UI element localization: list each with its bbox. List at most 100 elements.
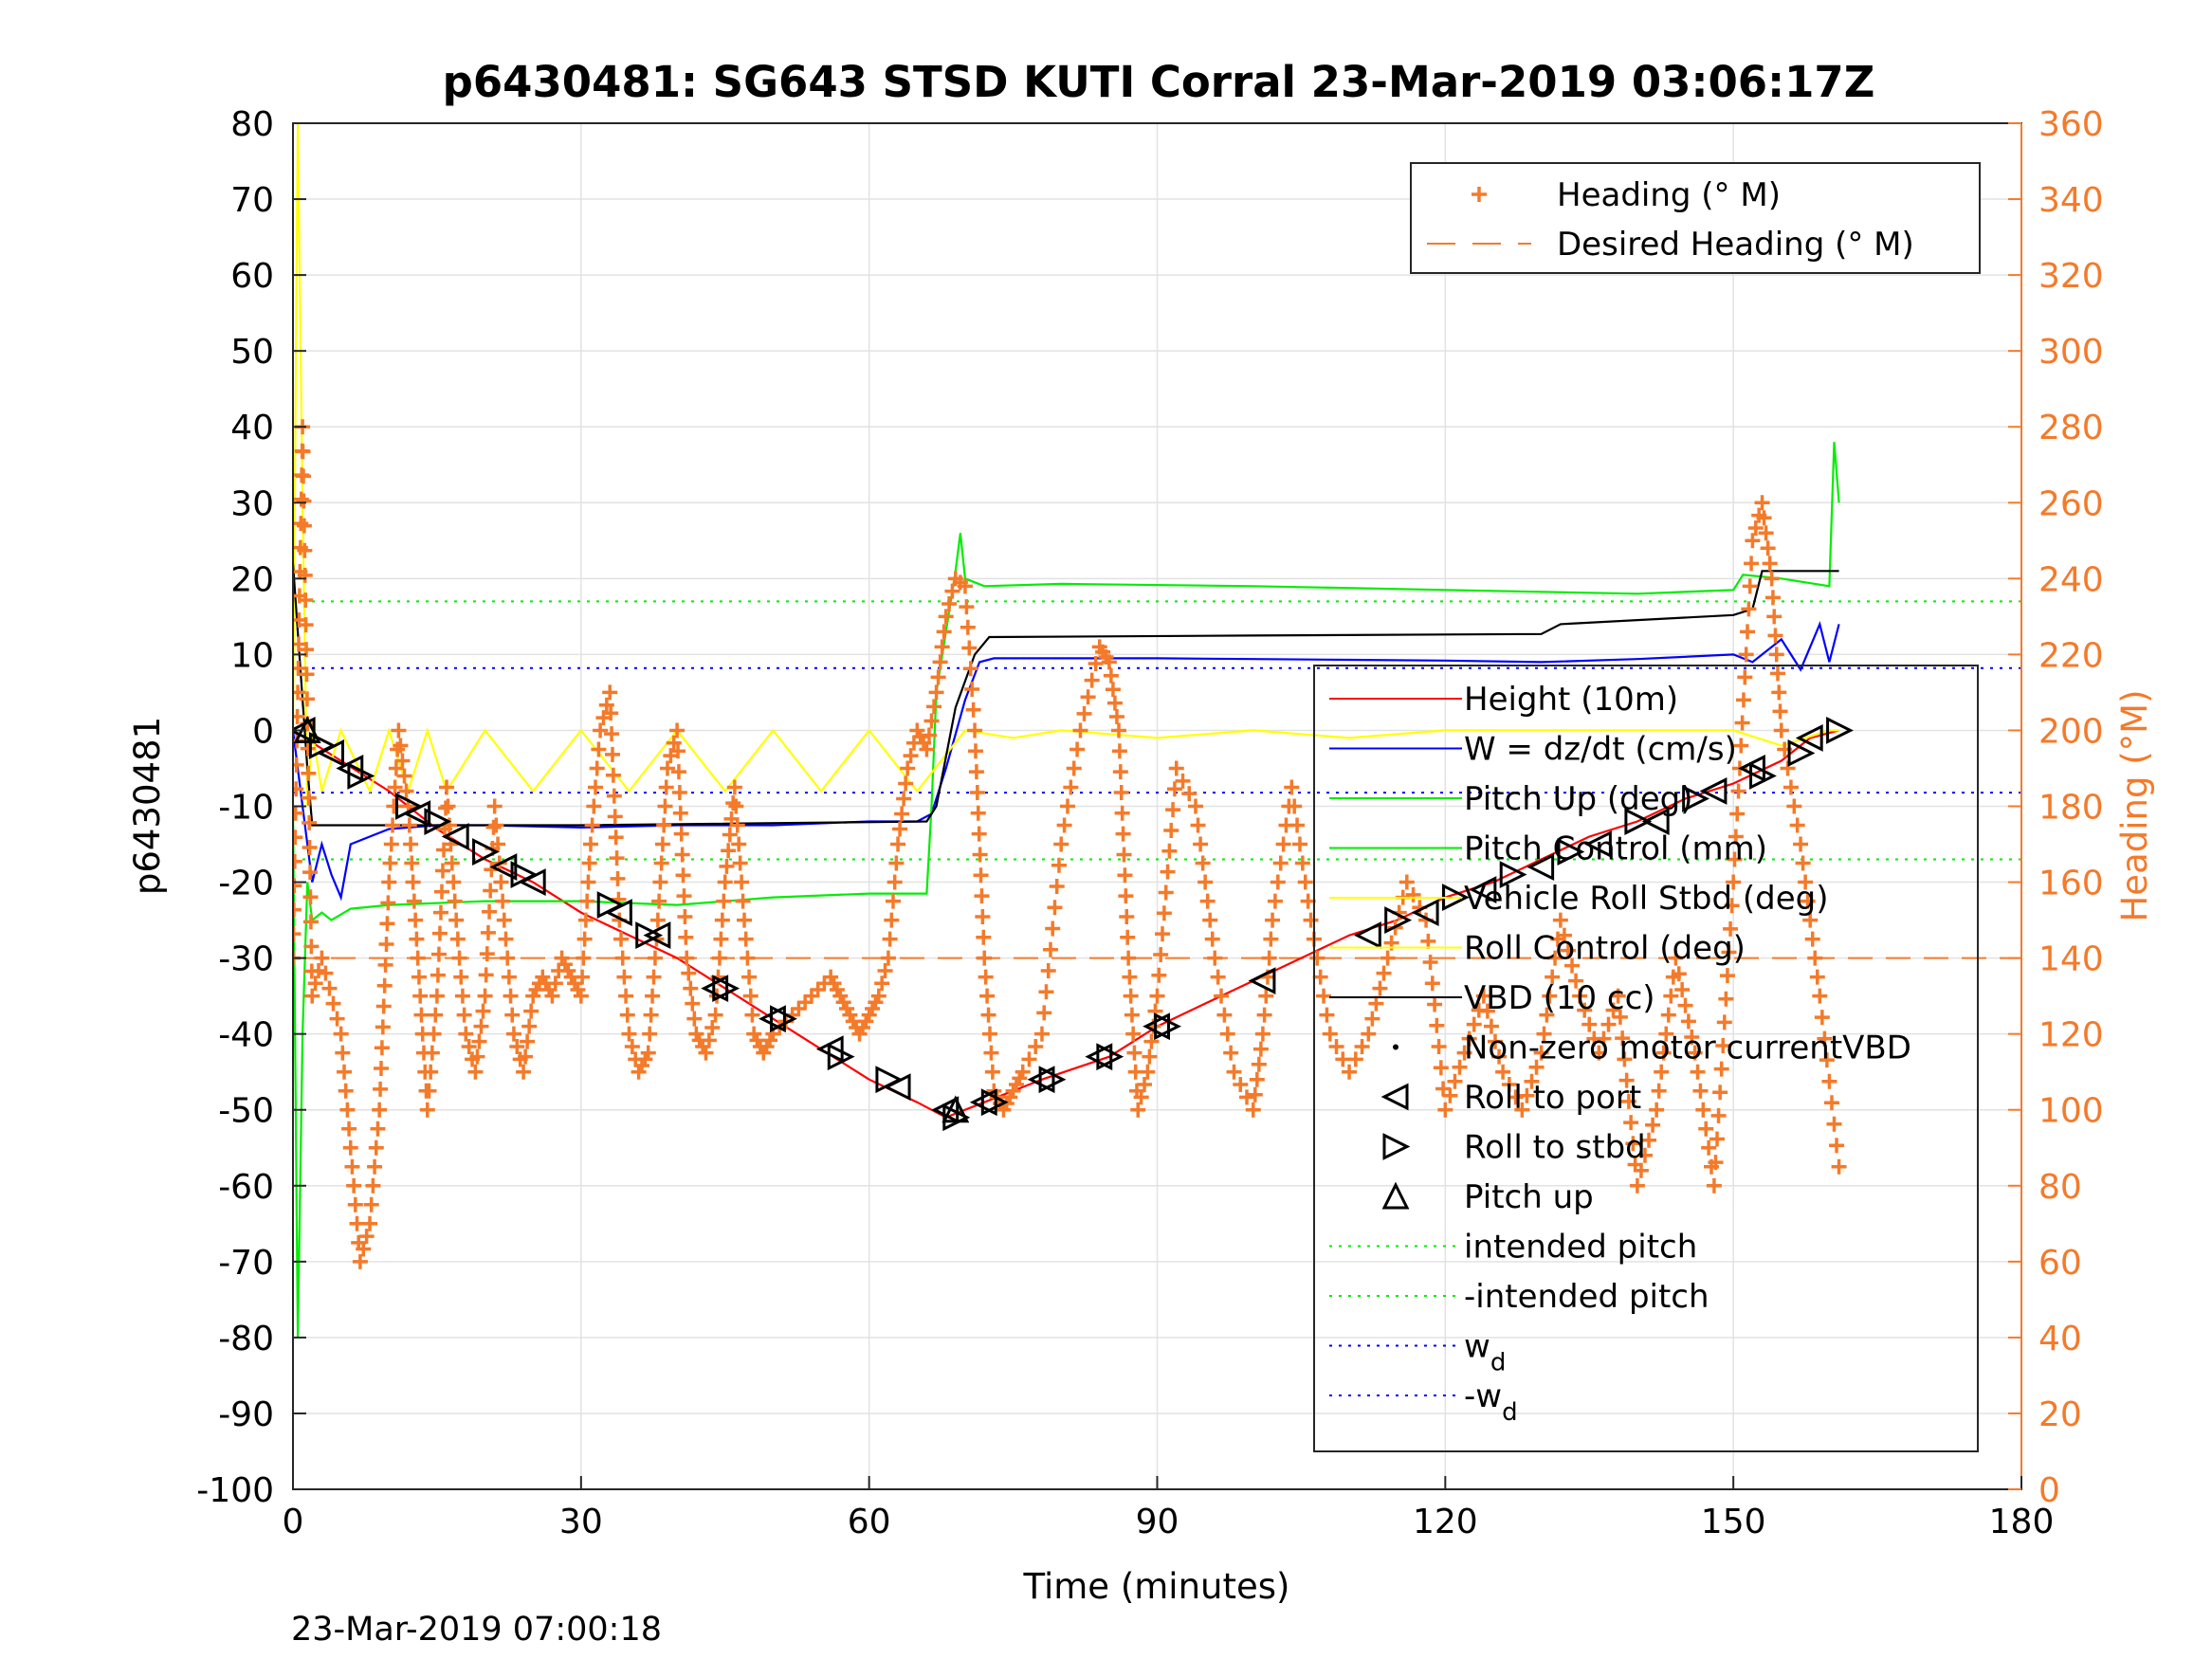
heading-point (577, 912, 594, 928)
heading-point (297, 542, 313, 558)
heading-point (1038, 984, 1054, 1000)
heading-point (403, 836, 419, 852)
heading-point (1121, 950, 1137, 966)
heading-point (581, 855, 597, 871)
heading-point (1491, 1048, 1508, 1065)
heading-point (1727, 851, 1743, 867)
heading-point (295, 444, 311, 460)
heading-point (299, 691, 315, 707)
heading-point (1744, 556, 1760, 572)
heading-point (485, 819, 502, 835)
heading-point (1600, 1016, 1617, 1032)
heading-point (961, 640, 978, 656)
heading-point (1108, 709, 1124, 725)
heading-point (898, 775, 914, 792)
heading-point (1483, 1018, 1499, 1034)
heading-point (900, 760, 916, 776)
heading-point (605, 767, 621, 783)
heading-point (728, 798, 744, 814)
heading-point (307, 975, 323, 992)
heading-point (1116, 847, 1132, 863)
heading-point (1564, 957, 1581, 974)
legend-swatch (1472, 187, 1487, 202)
heading-point (1254, 1026, 1271, 1042)
y-tick-label: 50 (230, 333, 274, 372)
heading-point (293, 805, 303, 821)
heading-point (1028, 1039, 1044, 1055)
heading-point (1831, 1158, 1847, 1175)
legend-main-label: intended pitch (1464, 1229, 1697, 1267)
heading-point (493, 874, 509, 890)
heading-point (368, 1139, 384, 1156)
heading-point (1651, 1083, 1667, 1099)
heading-point (983, 1045, 999, 1061)
heading-point (394, 753, 411, 769)
heading-point (1671, 966, 1687, 982)
legend-main-label: VBD (10 cc) (1464, 979, 1655, 1017)
heading-point (453, 969, 469, 985)
heading-point (296, 493, 312, 509)
heading-point (438, 800, 454, 816)
heading-point (1252, 1041, 1269, 1057)
heading-point (1754, 495, 1770, 511)
heading-point (383, 836, 399, 852)
right-tick-label: 60 (2038, 1244, 2082, 1283)
heading-point (642, 1026, 658, 1042)
heading-point (1789, 817, 1805, 833)
heading-point (293, 853, 302, 869)
heading-point (640, 1045, 656, 1061)
roll-to-port-marker (441, 823, 469, 850)
heading-point (721, 843, 737, 859)
heading-point (1197, 874, 1214, 890)
heading-point (293, 708, 305, 724)
heading-point (1591, 1045, 1607, 1061)
heading-point (1645, 1117, 1661, 1133)
legend-main-label: Pitch Control (mm) (1464, 830, 1767, 868)
heading-point (1036, 1005, 1052, 1021)
heading-point (1782, 779, 1799, 795)
right-tick-label: 100 (2038, 1092, 2104, 1131)
heading-point (498, 931, 514, 947)
heading-point (1130, 1102, 1146, 1118)
legend-main-label: W = dz/dt (cm/s) (1464, 731, 1737, 769)
heading-point (657, 798, 673, 814)
heading-point (606, 788, 622, 804)
heading-point (1066, 760, 1082, 776)
heading-point (1641, 1132, 1657, 1148)
heading-point (1718, 991, 1734, 1007)
heading-point (480, 924, 496, 940)
heading-point (379, 916, 395, 932)
heading-point (441, 817, 457, 833)
heading-point (1126, 1045, 1143, 1061)
heading-point (716, 893, 732, 909)
x-tick-label: 90 (1136, 1503, 1179, 1541)
heading-point (726, 779, 742, 795)
heading-point (1442, 1087, 1458, 1103)
heading-point (1706, 1177, 1722, 1194)
legend-main-label: Roll Control (deg) (1464, 930, 1746, 968)
heading-point (669, 722, 686, 738)
heading-point (1545, 969, 1561, 985)
heading-point (387, 779, 403, 795)
heading-point (1368, 995, 1384, 1012)
heading-point (973, 867, 989, 884)
heading-point (1756, 510, 1772, 526)
heading-point (298, 617, 314, 633)
heading-point (1802, 912, 1819, 928)
heading-point (1568, 973, 1584, 989)
heading-point (434, 863, 450, 879)
legend-label-text: W = dz/dt (cm/s) (1464, 731, 1737, 769)
roll-to-stbd-marker (308, 732, 337, 759)
heading-point (981, 1026, 997, 1042)
heading-point (678, 929, 694, 945)
roll-to-port-marker (1027, 1066, 1055, 1094)
roll-to-port-marker (1469, 876, 1497, 903)
heading-point (1519, 1087, 1535, 1103)
heading-point (342, 1139, 358, 1156)
heading-point (1741, 601, 1757, 617)
heading-point (621, 1026, 637, 1042)
legend-label-text: Height (10m) (1464, 681, 1678, 719)
heading-point (894, 806, 910, 822)
heading-point (298, 592, 314, 608)
heading-point (965, 702, 981, 718)
